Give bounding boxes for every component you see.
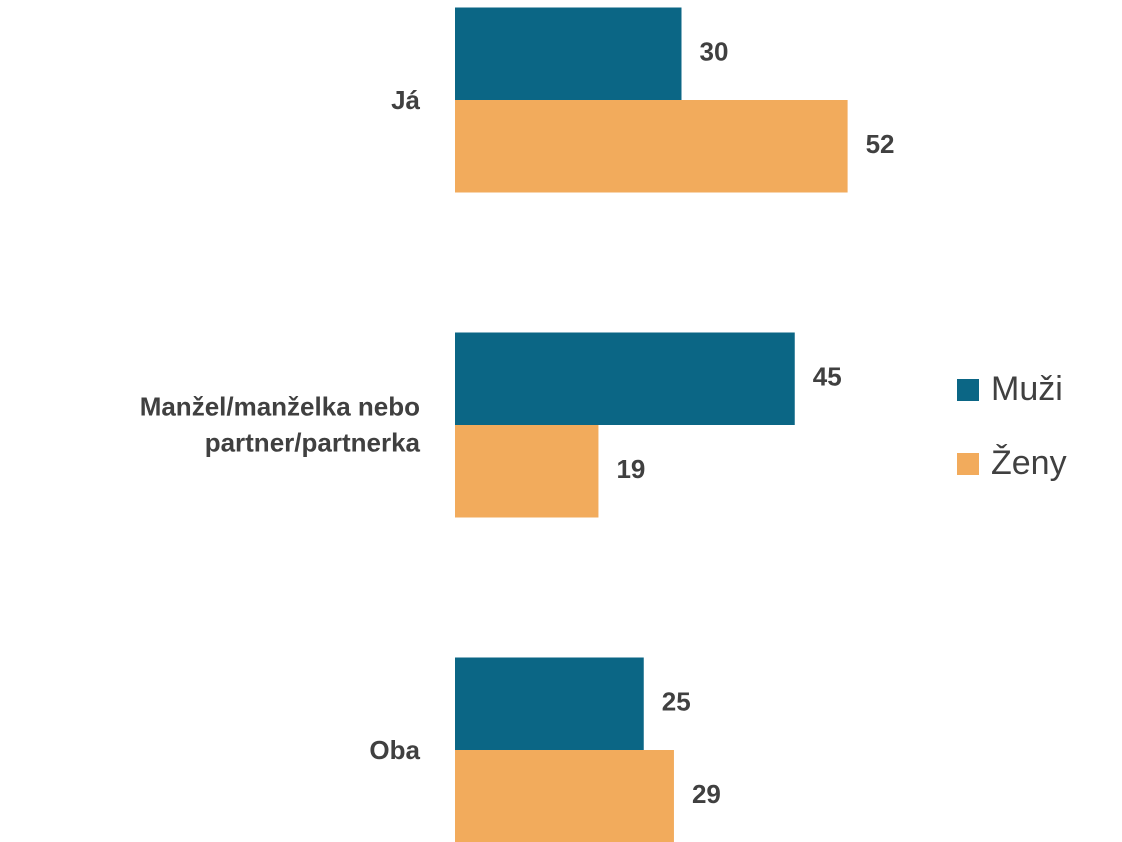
value-label: 52 <box>866 129 895 159</box>
category-label: Manžel/manželka nebo partner/partnerka <box>139 391 420 458</box>
legend-swatch <box>957 379 979 401</box>
value-label: 19 <box>616 454 645 484</box>
bar <box>455 100 848 193</box>
bar <box>455 332 795 425</box>
bar <box>455 750 674 842</box>
category-label: Oba <box>369 734 420 765</box>
value-label: 29 <box>692 779 721 809</box>
value-label: 30 <box>700 37 729 67</box>
category-label: Já <box>391 84 420 115</box>
value-label: 25 <box>662 687 691 717</box>
bar <box>455 7 682 100</box>
bar <box>455 425 599 518</box>
bar <box>455 657 644 750</box>
value-label: 45 <box>813 362 842 392</box>
legend-label: Muži <box>991 370 1063 408</box>
legend-label: Ženy <box>991 444 1067 482</box>
legend-swatch <box>957 453 979 475</box>
